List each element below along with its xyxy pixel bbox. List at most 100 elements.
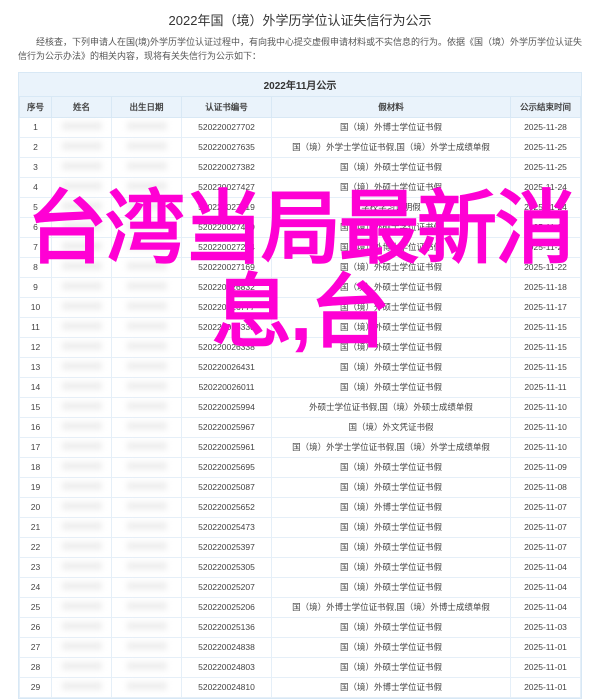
cell-material: 国（境）外硕士学位证书假 — [272, 377, 511, 397]
cell-cert: 520220026431 — [182, 357, 272, 377]
cell-end: 2025-11-24 — [511, 177, 581, 197]
cell-dob — [112, 117, 182, 137]
cell-idx: 12 — [20, 337, 52, 357]
table-row: 7520220027294国（境）外博士学位证书假2025-11-23 — [20, 237, 581, 257]
cell-idx: 6 — [20, 217, 52, 237]
cell-material: 国（境）外硕士学位证书假 — [272, 317, 511, 337]
cell-material: 国（境）外硕士学位证书假 — [272, 557, 511, 577]
cell-name — [52, 117, 112, 137]
table-row: 26520220025136国（境）外硕士学位证书假2025-11-03 — [20, 617, 581, 637]
cell-idx: 14 — [20, 377, 52, 397]
cell-end: 2025-11-28 — [511, 117, 581, 137]
cell-idx: 3 — [20, 157, 52, 177]
cell-material: 国（境）外硕士学位证书假 — [272, 157, 511, 177]
cell-dob — [112, 177, 182, 197]
cell-end: 2025-11-10 — [511, 437, 581, 457]
cell-material: 国（境）外博士学位证书假 — [272, 677, 511, 697]
cell-material: 国（境）外硕士学位证书假 — [272, 637, 511, 657]
col-material: 假材料 — [272, 97, 511, 118]
cell-name — [52, 177, 112, 197]
cell-end: 2025-11-11 — [511, 377, 581, 397]
cell-end: 2025-11-01 — [511, 637, 581, 657]
table-row: 17 520220025961国（境）外学士学位证书假,国（境）外学士成绩单假20… — [20, 437, 581, 457]
cell-cert: 520220027382 — [182, 157, 272, 177]
cell-cert: 520220025961 — [182, 437, 272, 457]
cell-idx: 10 — [20, 297, 52, 317]
cell-idx: 17 — [20, 437, 52, 457]
cell-idx: 27 — [20, 637, 52, 657]
table-row: 25520220025206国（境）外博士学位证书假,国（境）外博士成绩单假20… — [20, 597, 581, 617]
cell-material: 国（境）外博士学位证书假 — [272, 237, 511, 257]
cell-material: 国（境）外硕士学位证书假 — [272, 477, 511, 497]
cell-material: 国（境）外硕士学位证书假 — [272, 357, 511, 377]
cell-idx: 13 — [20, 357, 52, 377]
cell-end: 2025-11-15 — [511, 357, 581, 377]
cell-dob — [112, 537, 182, 557]
cell-cert: 520220025397 — [182, 537, 272, 557]
table-row: 3520220027382国（境）外硕士学位证书假2025-11-25 — [20, 157, 581, 177]
table-row: 28520220024803国（境）外硕士学位证书假2025-11-01 — [20, 657, 581, 677]
cell-end: 2025-11-09 — [511, 457, 581, 477]
cell-cert: 520220025652 — [182, 497, 272, 517]
table-row: 14 520220026011国（境）外硕士学位证书假2025-11-11 — [20, 377, 581, 397]
table-row: 8520220027169国（境）外硕士学位证书假2025-11-22 — [20, 257, 581, 277]
cell-dob — [112, 637, 182, 657]
cell-end: 2025-11-04 — [511, 557, 581, 577]
table-row: 18520220025695国（境）外硕士学位证书假2025-11-09 — [20, 457, 581, 477]
cell-cert: 520220025087 — [182, 477, 272, 497]
cell-dob — [112, 317, 182, 337]
cell-cert: 520220025994 — [182, 397, 272, 417]
cell-dob — [112, 277, 182, 297]
cell-dob — [112, 577, 182, 597]
cell-dob — [112, 597, 182, 617]
cell-dob — [112, 257, 182, 277]
cell-end: 2025-11-24 — [511, 197, 581, 217]
cell-material: 国（境）外硕士学位证书假 — [272, 537, 511, 557]
cell-end: 2025-11-08 — [511, 477, 581, 497]
cell-idx: 20 — [20, 497, 52, 517]
table-row: 9520220026832国（境）外硕士学位证书假2025-11-18 — [20, 277, 581, 297]
cell-name — [52, 657, 112, 677]
cell-idx: 11 — [20, 317, 52, 337]
cell-name — [52, 357, 112, 377]
cell-end: 2025-11-01 — [511, 657, 581, 677]
cell-dob — [112, 657, 182, 677]
header-row: 序号 姓名 出生日期 认证书编号 假材料 公示结束时间 — [20, 97, 581, 118]
cell-end: 2025-11-07 — [511, 537, 581, 557]
cell-idx: 24 — [20, 577, 52, 597]
table-row: 11520220026338国（境）外硕士学位证书假2025-11-15 — [20, 317, 581, 337]
cell-idx: 5 — [20, 197, 52, 217]
table-row: 2520220027635国（境）外学士学位证书假,国（境）外学士成绩单假202… — [20, 137, 581, 157]
cell-cert: 520220025206 — [182, 597, 272, 617]
cell-idx: 15 — [20, 397, 52, 417]
cell-material: 国（境）外硕士学位证书假 — [272, 217, 511, 237]
cell-dob — [112, 357, 182, 377]
cell-material: 国（境）外硕士学位证书假 — [272, 657, 511, 677]
cell-cert: 520220026338 — [182, 317, 272, 337]
cell-material: 国（境）外博士学位证书假,国（境）外博士成绩单假 — [272, 597, 511, 617]
cell-end: 2025-11-23 — [511, 237, 581, 257]
cell-idx: 26 — [20, 617, 52, 637]
cell-material: 国（境）外学士学位证书假,国（境）外学士成绩单假 — [272, 437, 511, 457]
cell-name — [52, 377, 112, 397]
cell-material: 国（境）外文凭证书假 — [272, 417, 511, 437]
cell-dob — [112, 397, 182, 417]
cell-material: 国（境）外博士学位证书假 — [272, 117, 511, 137]
cell-material: 国（境）外硕士学位证书假 — [272, 517, 511, 537]
cell-idx: 2 — [20, 137, 52, 157]
page-title: 2022年国（境）外学历学位认证失信行为公示 — [0, 0, 600, 35]
cell-dob — [112, 457, 182, 477]
cell-cert: 520220024838 — [182, 637, 272, 657]
cell-cert: 520220026011 — [182, 377, 272, 397]
cell-dob — [112, 417, 182, 437]
cell-end: 2025-11-17 — [511, 297, 581, 317]
cell-name — [52, 677, 112, 697]
cell-idx: 23 — [20, 557, 52, 577]
cell-end: 2025-11-04 — [511, 577, 581, 597]
cell-cert: 520220027519 — [182, 197, 272, 217]
cell-name — [52, 337, 112, 357]
cell-idx: 4 — [20, 177, 52, 197]
cell-cert: 520220026832 — [182, 277, 272, 297]
table-row: 24520220025207国（境）外硕士学位证书假2025-11-04 — [20, 577, 581, 597]
cell-end: 2025-11-07 — [511, 517, 581, 537]
